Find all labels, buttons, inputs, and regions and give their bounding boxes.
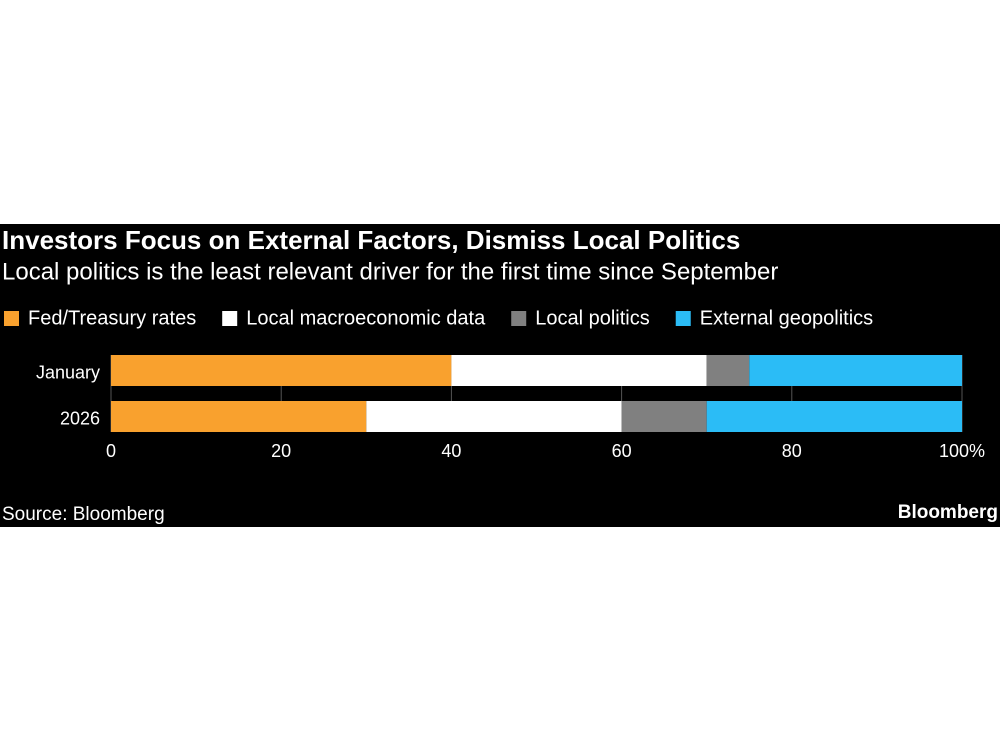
x-tick-label: 40	[441, 441, 461, 461]
bar-segment	[451, 355, 707, 386]
legend-label: Local macroeconomic data	[246, 307, 486, 329]
x-tick-label: 60	[612, 441, 632, 461]
bar-segment	[621, 401, 707, 432]
y-tick-label: January	[36, 362, 100, 382]
bar-segment	[111, 401, 367, 432]
legend-swatch	[222, 311, 238, 326]
logo: Bloomberg	[898, 502, 998, 523]
chart-subtitle: Local politics is the least relevant dri…	[2, 258, 778, 285]
x-tick-label: 20	[271, 441, 291, 461]
x-tick-label: 80	[782, 441, 802, 461]
legend-swatch	[511, 311, 527, 326]
x-tick-label: 0	[106, 441, 116, 461]
bar-segment	[749, 355, 962, 386]
x-tick-label: 100%	[939, 441, 985, 461]
bar-segment	[366, 401, 622, 432]
legend-swatch	[675, 311, 691, 326]
chart-title: Investors Focus on External Factors, Dis…	[2, 225, 740, 255]
y-tick-label: 2026	[60, 408, 100, 428]
legend-label: External geopolitics	[700, 307, 873, 329]
bar-segment	[706, 401, 962, 432]
bar-segment	[111, 355, 452, 386]
legend-label: Local politics	[535, 307, 650, 329]
legend-label: Fed/Treasury rates	[28, 307, 196, 329]
bar-segment	[706, 355, 750, 386]
legend-swatch	[4, 311, 19, 326]
source: Source: Bloomberg	[2, 504, 165, 525]
